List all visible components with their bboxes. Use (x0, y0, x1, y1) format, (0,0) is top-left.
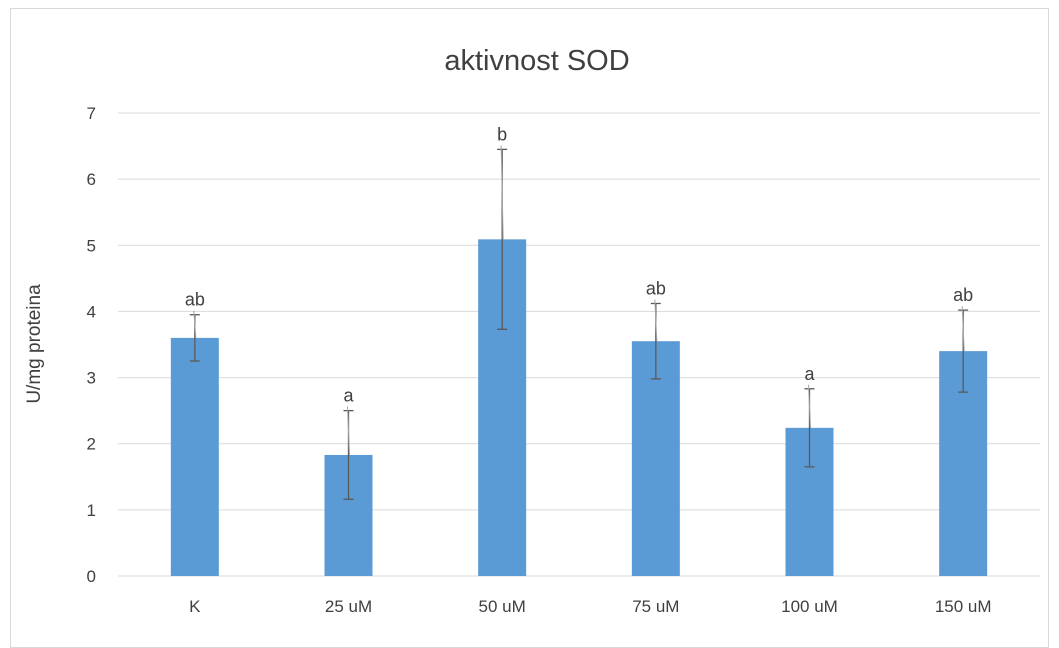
x-tick-label: 50 uM (479, 597, 526, 616)
y-tick-label: 7 (87, 104, 96, 123)
y-tick-label: 6 (87, 170, 96, 189)
y-axis-ticks: 0 1 2 3 4 5 6 7 (87, 104, 96, 586)
x-tick-label: 100 uM (781, 597, 838, 616)
error-bars (190, 149, 968, 499)
x-axis-categories: K 25 uM 50 uM 75 uM 100 uM 150 uM (189, 597, 991, 616)
x-tick-label: 150 uM (935, 597, 992, 616)
chart-title: aktivnost SOD (444, 45, 629, 77)
data-label-2: b (497, 124, 507, 144)
data-label-5: ab (953, 285, 973, 305)
data-label-1: a (343, 386, 354, 406)
data-label-3: ab (646, 278, 666, 298)
x-tick-label: 25 uM (325, 597, 372, 616)
gridlines (118, 113, 1040, 576)
y-tick-label: 4 (87, 302, 96, 321)
data-label-0: ab (185, 290, 205, 310)
y-tick-label: 5 (87, 236, 96, 255)
y-tick-label: 3 (87, 369, 96, 388)
x-tick-label: 75 uM (632, 597, 679, 616)
bars (171, 239, 987, 576)
x-tick-label: K (189, 597, 201, 616)
y-tick-label: 1 (87, 501, 96, 520)
bar-0 (171, 338, 219, 576)
y-axis-label: U/mg proteina (24, 284, 45, 404)
y-tick-label: 2 (87, 435, 96, 454)
data-label-4: a (804, 364, 815, 384)
y-tick-label: 0 (87, 567, 96, 586)
